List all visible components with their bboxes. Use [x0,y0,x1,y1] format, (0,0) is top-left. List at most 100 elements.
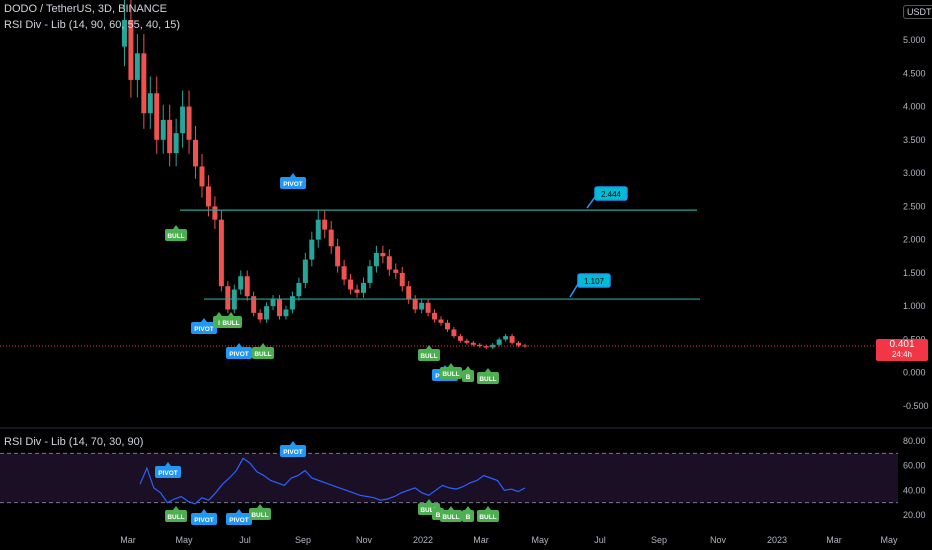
rsi-bull-marker-arrow [257,504,263,508]
candle-body [360,282,366,293]
bull-marker-label: BULL [479,376,496,383]
candle-body [180,106,186,134]
bull-marker-box [220,316,242,328]
rsi-bull-marker: BULL [477,506,499,522]
rsi-bull-marker-label: BULL [442,514,459,521]
candle-body [386,256,392,270]
candle-body [225,286,231,310]
rsi-pivot-marker-box [226,513,252,525]
rsi-bull-marker-arrow [173,506,179,510]
pivot-marker: PIVOT [280,173,306,189]
rsi-bull-marker-label: B [436,512,441,519]
candle-body [205,186,211,207]
rsi-bull-marker-arrow [465,506,471,510]
pivot-marker-arrow [290,173,296,177]
rsi-bull-marker-label: BULL [251,512,268,519]
rsi-bull-marker-arrow [485,506,491,510]
bull-marker-box [418,349,440,361]
bull-marker-arrow [465,366,471,370]
candle-body [516,342,522,346]
candle-body [432,312,438,320]
candle-body [160,119,166,140]
candle-body [322,219,328,230]
candle-body [438,319,444,323]
rsi-pivot-marker-box [155,466,181,478]
rsi-pivot-marker-arrow [236,509,242,513]
bull-marker-box [440,367,462,379]
price-axis-tick: 5.000 [903,35,926,45]
time-axis-tick: Mar [120,535,136,545]
level-callout-box [594,186,628,201]
candle-body [264,306,270,320]
bull-marker: B [462,366,474,382]
candle-body [315,219,321,240]
candle-body [218,219,224,287]
rsi-bull-marker-box [165,510,187,522]
bull-marker-label: BULL [254,351,271,358]
time-axis-tick: May [175,535,193,545]
time-axis-tick: Mar [473,535,489,545]
time-axis-tick: 2022 [413,535,433,545]
level-callout-box [577,273,611,288]
main-chart-title: DODO / TetherUS, 3D, BINANCE [4,3,168,15]
rsi-axis-tick: 80.00 [903,436,926,446]
candle-body [406,286,412,300]
time-axis-tick: Mar [826,535,842,545]
time-axis-tick: Nov [356,535,373,545]
candle-body [186,106,192,140]
candle-body [335,246,341,267]
candle-body [199,166,205,187]
candle-body [457,336,463,341]
pivot-marker-label: PIVOT [229,351,249,358]
time-axis-tick: May [880,535,898,545]
price-axis-tick: 2.000 [903,235,926,245]
candle-body [167,119,173,154]
last-price-value: 0.401 [889,339,915,350]
price-axis-tick: 1.500 [903,268,926,278]
candle-body [380,252,386,257]
rsi-band-fill [0,453,898,503]
bull-marker-arrow [426,345,432,349]
bull-marker-label: BULL [222,320,239,327]
candle-body [483,346,489,348]
candle-body [289,296,295,310]
bull-marker-arrow [485,368,491,372]
candle-body [154,93,160,140]
candle-body [121,20,127,47]
bull-marker: BULL [440,363,462,379]
time-axis-tick: Nov [710,535,727,545]
rsi-bull-marker-label: BULL [420,507,437,514]
candle-body [496,339,502,345]
candle-body [393,269,399,273]
candle-body [141,53,147,114]
price-axis-tick: 4.000 [903,102,926,112]
candle-body [503,336,509,340]
price-axis-tick: 2.500 [903,201,926,211]
pivot-marker-label: PIVOT [194,326,214,333]
rsi-pivot-marker-arrow [201,509,207,513]
rsi-pivot-marker-box [280,445,306,457]
candle-body [302,259,308,283]
rsi-pivot-marker-label: PIVOT [229,517,249,524]
rsi-bull-marker: B [462,506,474,522]
candle-body [509,336,515,343]
level-callout-pointer [586,196,596,209]
currency-button[interactable]: USDT [903,5,932,19]
candle-body [399,272,405,287]
candle-body [309,239,315,260]
rsi-pivot-marker: PIVOT [155,462,181,478]
time-axis-tick: Sep [651,535,667,545]
candle-body [477,344,483,347]
candle-body [367,266,373,283]
rsi-pivot-marker-arrow [165,462,171,466]
rsi-bull-marker-box [462,510,474,522]
rsi-pivot-marker: PIVOT [280,441,306,457]
time-axis-tick: Jul [594,535,606,545]
candle-body [270,299,276,307]
price-axis-tick: 4.500 [903,68,926,78]
rsi-axis-tick: 20.00 [903,510,926,520]
pivot-marker-box [280,177,306,189]
candle-body [373,252,379,267]
